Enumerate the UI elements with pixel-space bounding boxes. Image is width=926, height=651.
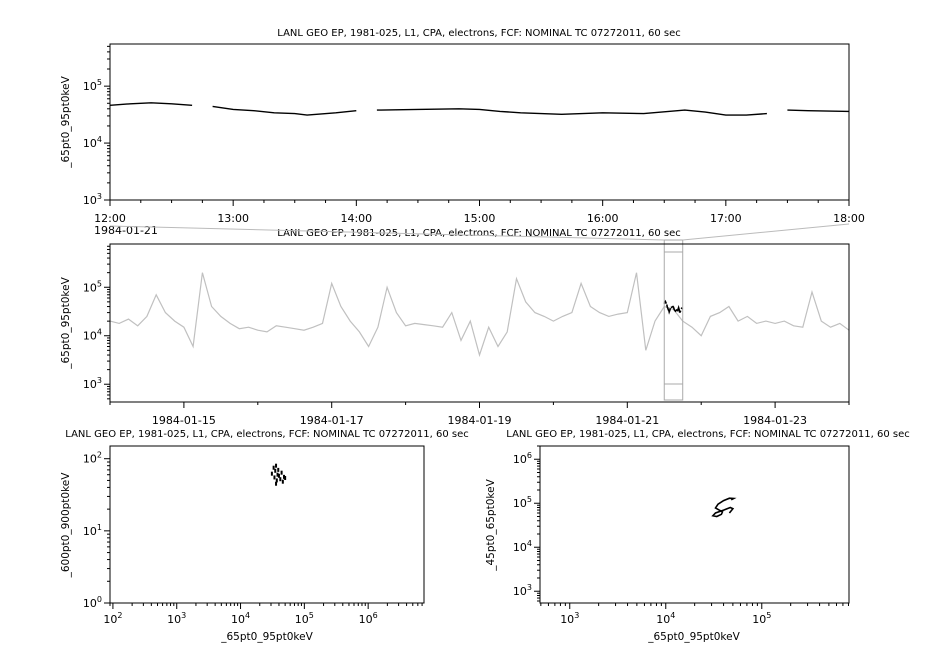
panel4-x-tick-label: 103 xyxy=(560,611,579,626)
panel4-trajectory-line xyxy=(711,497,737,518)
zoom-connector-right xyxy=(682,223,850,241)
panel3-scatter-point xyxy=(270,471,273,476)
panel3-x-axis: 102 103 104 105 106 xyxy=(103,603,423,626)
panel2-x-tick-label: 1984-01-23 xyxy=(743,414,807,427)
panel1-x-tick-label: 16:00 xyxy=(587,212,619,225)
panel3-plot-frame xyxy=(109,445,425,604)
panel2-y-axis: 103 104 105 xyxy=(83,245,110,400)
panel2-y-tick-label: 103 xyxy=(83,376,102,391)
panel2-series-line xyxy=(109,272,850,358)
panel3-scatter-point xyxy=(277,467,280,472)
panel3-scatter-point xyxy=(275,481,278,486)
panel3-scatter-point xyxy=(275,463,278,468)
panel4-ylabel: _45pt0_65pt0keV xyxy=(485,478,497,571)
panel2-highlight-series xyxy=(666,304,672,315)
panel2-x-tick-label: 1984-01-15 xyxy=(152,414,216,427)
panel2-x-axis: 1984-01-15 1984-01-17 1984-01-19 1984-01-21… xyxy=(109,402,850,427)
panel3-scatter-point xyxy=(279,477,282,482)
panel1-x-tick-label: 12:00 xyxy=(94,212,126,225)
panel3-scatter-point xyxy=(284,476,287,481)
panel1-x-tick-label: 13:00 xyxy=(217,212,249,225)
panel4-plot-frame xyxy=(539,445,850,604)
panel4-y-tick-label: 105 xyxy=(513,495,532,510)
panel3-scatter-point xyxy=(276,472,279,477)
panel3-scatter-point xyxy=(280,470,283,475)
panel1-x-tick-label: 14:00 xyxy=(340,212,372,225)
panel4-y-tick-label: 103 xyxy=(513,583,532,598)
panel3-x-tick-label: 105 xyxy=(295,611,314,626)
panel2-x-tick-label: 1984-01-17 xyxy=(300,414,364,427)
panel2-highlight-series xyxy=(670,304,682,313)
panel3-x-tick-label: 102 xyxy=(103,611,122,626)
panel1-x-tick-label: 17:00 xyxy=(710,212,742,225)
panel4-title: LANL GEO EP, 1981-025, L1, CPA, electron… xyxy=(506,429,909,440)
panel1-ylabel: _65pt0_95pt0keV xyxy=(60,75,72,168)
panel3-y-tick-label: 101 xyxy=(83,523,102,538)
panel1-y-tick-label: 104 xyxy=(83,135,102,150)
panel3-scatter-point xyxy=(272,465,275,470)
panel3-y-tick-label: 100 xyxy=(83,595,102,610)
panel2-zoom-range-box xyxy=(663,239,684,401)
panel2-y-tick-label: 104 xyxy=(83,328,102,343)
panel3-scatter-point xyxy=(274,468,277,473)
panel3-scatter-point xyxy=(273,475,276,480)
zoom-connector-left xyxy=(109,225,665,241)
panel2-plot-frame xyxy=(109,243,850,403)
panel4-x-tick-label: 105 xyxy=(752,611,771,626)
panel3-scatter-point xyxy=(283,474,286,479)
panel1-title: LANL GEO EP, 1981-025, L1, CPA, electron… xyxy=(277,28,680,39)
panel1-series-line xyxy=(109,102,193,106)
panel3-xlabel: _65pt0_95pt0keV xyxy=(220,631,313,643)
panel3-y-axis: 100 101 102 xyxy=(83,451,110,610)
panel3-scatter-point xyxy=(277,473,280,478)
panel3-title: LANL GEO EP, 1981-025, L1, CPA, electron… xyxy=(65,429,468,440)
panel2-y-tick-label: 105 xyxy=(83,279,102,294)
panel4-x-tick-label: 104 xyxy=(656,611,675,626)
panel3-ylabel: _600pt0_900pt0keV xyxy=(60,472,72,579)
panel3-y-tick-label: 102 xyxy=(83,451,102,466)
panel1-x-tick-label: 18:00 xyxy=(833,212,865,225)
panel1-x-axis: 12:00 13:00 14:00 15:00 16:00 17:00 18:00 xyxy=(94,200,865,225)
panel2-x-tick-label: 1984-01-21 xyxy=(595,414,659,427)
panel1-series-line xyxy=(376,108,767,116)
panel1-series-line xyxy=(787,109,850,113)
panel4-y-tick-label: 104 xyxy=(513,539,532,554)
panel2-ylabel: _65pt0_95pt0keV xyxy=(60,276,72,369)
panel4-y-axis: 103 104 105 106 xyxy=(513,445,540,602)
panel1-plot-frame xyxy=(109,43,850,201)
panel2-title: LANL GEO EP, 1981-025, L1, CPA, electron… xyxy=(277,228,680,239)
panel1-y-tick-label: 103 xyxy=(83,192,102,207)
panel1-y-tick-label: 105 xyxy=(83,78,102,93)
panel3-scatter-point xyxy=(281,479,284,484)
panel1-series-line xyxy=(212,105,357,116)
panel1-x-tick-label: 15:00 xyxy=(464,212,496,225)
panel3-x-tick-label: 104 xyxy=(231,611,250,626)
panel2-x-tick-label: 1984-01-19 xyxy=(448,414,512,427)
panel4-x-axis: 103 104 105 xyxy=(540,603,849,626)
panel1-y-axis: 103 104 105 xyxy=(83,45,110,207)
panel4-y-tick-label: 106 xyxy=(513,451,532,466)
panel3-x-tick-label: 103 xyxy=(167,611,186,626)
panel4-xlabel: _65pt0_95pt0keV xyxy=(647,631,740,643)
panel3-scatter-point xyxy=(275,478,278,483)
panel3-x-tick-label: 106 xyxy=(359,611,378,626)
